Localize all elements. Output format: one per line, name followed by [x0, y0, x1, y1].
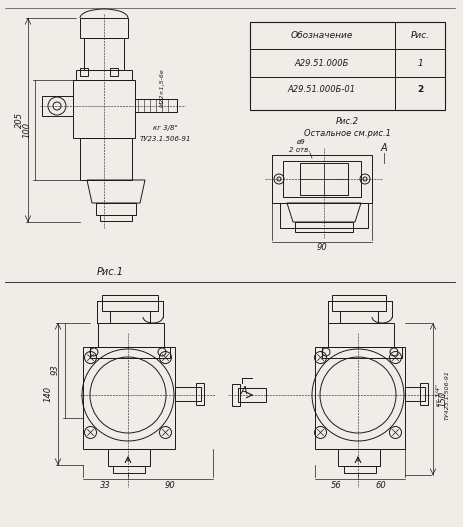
Text: 2 отв.: 2 отв. [289, 147, 311, 153]
Bar [340, 311, 378, 323]
Text: 33: 33 [100, 481, 110, 490]
Text: кг 3/4": кг 3/4" [436, 384, 440, 406]
Bar [110, 311, 150, 323]
Text: ТУ23.1.506-91: ТУ23.1.506-91 [139, 136, 191, 142]
Text: 60: 60 [375, 481, 387, 490]
Bar [332, 295, 386, 311]
Text: ø9: ø9 [295, 139, 304, 145]
Bar [322, 347, 402, 358]
Text: А29.51.000Б: А29.51.000Б [295, 58, 349, 67]
Bar [110, 68, 118, 76]
Bar [328, 323, 394, 347]
Bar [96, 203, 136, 215]
Text: 1: 1 [417, 58, 423, 67]
Bar [315, 347, 405, 449]
Bar [175, 387, 201, 401]
Bar [232, 384, 240, 406]
Bar [196, 383, 204, 405]
Bar [283, 161, 361, 197]
Text: 100: 100 [23, 122, 31, 138]
Bar [338, 449, 380, 466]
Bar [272, 155, 372, 203]
Bar [42, 96, 73, 116]
Bar [135, 99, 177, 112]
Bar [80, 68, 88, 76]
Bar [83, 347, 175, 449]
Bar [100, 215, 132, 221]
Text: 140: 140 [44, 386, 52, 402]
Bar [280, 203, 368, 228]
Text: А: А [241, 386, 247, 396]
Bar [238, 388, 266, 402]
Bar [102, 295, 158, 311]
Text: М22×1,5-6е: М22×1,5-6е [159, 69, 164, 108]
Bar [80, 18, 128, 38]
Text: ТУ423.1.506-91: ТУ423.1.506-91 [444, 370, 450, 420]
Bar [300, 163, 348, 195]
Bar [76, 70, 132, 80]
Bar [73, 80, 135, 138]
Bar [98, 323, 164, 347]
Bar [108, 449, 150, 466]
Text: 2: 2 [417, 85, 423, 94]
Bar [405, 387, 425, 401]
Bar [90, 347, 170, 358]
Text: 205: 205 [14, 112, 24, 128]
Text: Обозначение: Обозначение [291, 31, 353, 40]
Bar [84, 38, 124, 70]
Text: Рис.2: Рис.2 [335, 118, 358, 126]
Bar [113, 466, 145, 473]
Text: Рис.1: Рис.1 [96, 267, 124, 277]
Text: 93: 93 [50, 365, 60, 375]
Text: А29.51.000Б-01: А29.51.000Б-01 [288, 85, 356, 94]
Text: Остальное см.рис.1: Остальное см.рис.1 [304, 130, 390, 139]
Bar [344, 466, 376, 473]
Text: 90: 90 [317, 243, 327, 252]
Text: А: А [381, 143, 388, 153]
Text: кг 3/8": кг 3/8" [153, 125, 177, 131]
Text: 90: 90 [165, 481, 175, 490]
Text: 56: 56 [331, 481, 341, 490]
Text: 150: 150 [438, 391, 448, 407]
Text: Рис.: Рис. [410, 31, 430, 40]
Bar [80, 138, 132, 180]
Bar [250, 22, 445, 110]
Bar [295, 222, 353, 232]
Bar [420, 383, 428, 405]
